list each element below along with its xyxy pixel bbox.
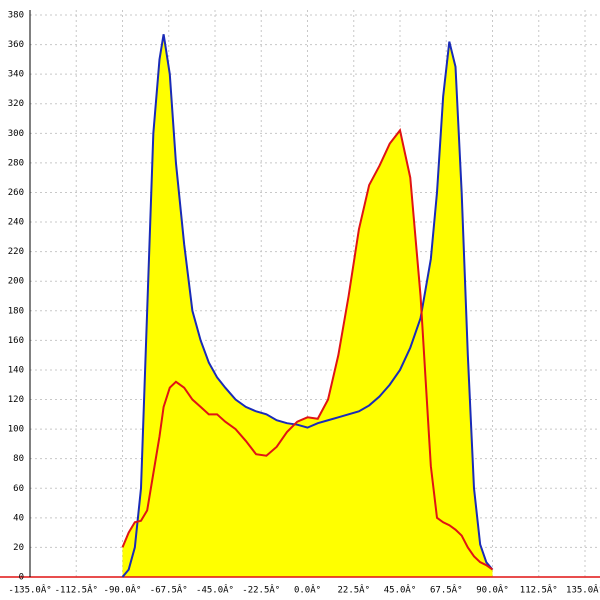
y-tick-label: 200 (8, 277, 24, 287)
x-tick-label: 90.0Â° (476, 584, 509, 596)
y-tick-label: 340 (8, 70, 24, 80)
y-tick-label: 220 (8, 247, 24, 257)
y-tick-label: 280 (8, 158, 24, 168)
area-fill (122, 130, 493, 577)
series-line (121, 128, 494, 571)
y-tick-label: 0 (19, 573, 24, 583)
series-line (121, 34, 494, 578)
y-tick-label: 360 (8, 40, 24, 50)
x-tick-label: 0.0Â° (294, 584, 321, 596)
y-tick-label: 380 (8, 11, 24, 21)
y-tick-label: 320 (8, 99, 24, 109)
y-tick-label: 160 (8, 336, 24, 346)
y-tick-label: 300 (8, 129, 24, 139)
y-tick-label: 100 (8, 425, 24, 435)
x-tick-label: 67.5Â° (430, 584, 463, 596)
x-tick-label: -22.5Â° (242, 584, 280, 596)
y-tick-label: 140 (8, 365, 24, 375)
x-tick-label: 112.5Â° (520, 584, 558, 596)
x-tick-label: -67.5Â° (150, 584, 188, 596)
x-tick-label: -135.0Â° (8, 584, 51, 596)
y-tick-label: 20 (13, 543, 24, 553)
x-tick-label: 135.0Â° (566, 584, 600, 596)
y-tick-label: 40 (13, 513, 24, 523)
x-tick-label: -45.0Â° (196, 584, 234, 596)
x-tick-label: 22.5Â° (337, 584, 370, 596)
y-tick-label: 80 (13, 454, 24, 464)
y-tick-label: 260 (8, 188, 24, 198)
y-tick-label: 60 (13, 484, 24, 494)
y-tick-label: 240 (8, 218, 24, 228)
x-tick-label: -112.5Â° (55, 584, 98, 596)
x-tick-label: 45.0Â° (384, 584, 417, 596)
y-tick-label: 180 (8, 306, 24, 316)
x-tick-label: -90.0Â° (104, 584, 142, 596)
y-tick-label: 120 (8, 395, 24, 405)
